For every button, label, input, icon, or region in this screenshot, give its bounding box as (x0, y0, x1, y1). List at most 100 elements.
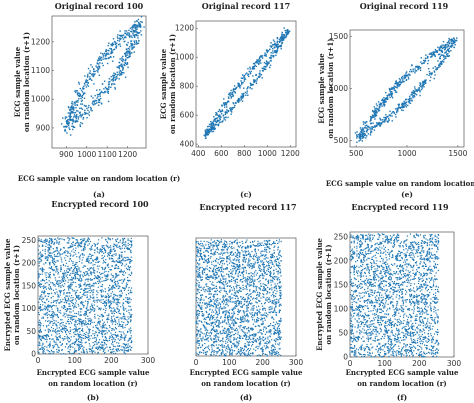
data-point (110, 288, 112, 290)
data-point (42, 298, 44, 300)
data-point (201, 242, 203, 245)
data-point (110, 86, 112, 88)
data-point (75, 91, 77, 94)
data-point (107, 52, 109, 54)
y-axis-label: ECG sample value (317, 53, 326, 124)
data-point (68, 242, 70, 244)
data-point (407, 98, 410, 101)
data-point (80, 271, 82, 273)
data-point (122, 302, 124, 304)
data-point (108, 301, 110, 303)
data-point (246, 279, 249, 281)
data-point (104, 333, 106, 335)
data-point (99, 330, 101, 332)
data-point (127, 321, 129, 323)
data-point (91, 285, 93, 287)
data-point (103, 269, 106, 271)
data-point (63, 251, 66, 253)
data-point (84, 313, 87, 315)
data-point (221, 109, 223, 111)
data-point (64, 330, 67, 333)
data-point (84, 84, 86, 86)
data-point (124, 352, 126, 355)
data-point (85, 323, 88, 326)
data-point (216, 347, 218, 349)
data-point (242, 97, 244, 99)
data-point (125, 245, 127, 248)
data-point (87, 332, 89, 335)
data-point (369, 132, 372, 134)
data-point (77, 345, 79, 347)
data-point (240, 77, 243, 79)
data-point (75, 107, 77, 109)
data-point (87, 283, 89, 286)
data-point (41, 291, 43, 293)
data-point (218, 263, 221, 265)
data-point (234, 101, 237, 104)
data-point (77, 246, 79, 248)
data-point (396, 108, 399, 110)
data-point (50, 254, 52, 257)
data-point (105, 52, 108, 55)
data-point (116, 71, 118, 73)
data-point (436, 67, 438, 69)
data-point (65, 322, 67, 325)
data-point (125, 52, 127, 54)
data-point (113, 253, 115, 255)
data-point (106, 87, 108, 90)
data-point (68, 124, 70, 127)
data-point (124, 318, 126, 320)
data-point (220, 249, 223, 251)
data-point (115, 272, 117, 275)
data-point (77, 265, 79, 267)
data-point (371, 117, 373, 119)
data-point (135, 40, 137, 42)
data-point (40, 239, 42, 241)
data-point (47, 244, 49, 246)
data-point (51, 259, 54, 261)
data-point (277, 247, 279, 249)
panel-label: (e) (401, 190, 413, 199)
data-point (250, 256, 252, 258)
data-point (123, 64, 125, 66)
data-point (120, 38, 122, 40)
data-point (120, 336, 122, 338)
data-point (77, 116, 80, 118)
data-point (230, 91, 232, 94)
data-point (129, 36, 131, 38)
data-point (109, 254, 111, 257)
data-point (101, 336, 104, 338)
data-point (270, 54, 272, 57)
data-point (123, 244, 125, 246)
data-point (101, 289, 103, 291)
data-point (101, 267, 104, 269)
data-point (109, 301, 111, 303)
data-point (59, 291, 61, 293)
data-point (130, 335, 132, 337)
data-point (96, 66, 98, 69)
data-point (120, 306, 122, 308)
data-point (132, 46, 135, 48)
data-point (269, 57, 271, 59)
data-point (96, 277, 99, 280)
data-point (71, 317, 73, 319)
data-point (254, 61, 257, 64)
data-point (117, 300, 119, 302)
data-point (73, 315, 75, 317)
data-point (108, 339, 111, 341)
data-point (360, 138, 362, 140)
data-point (122, 66, 124, 69)
data-point (124, 349, 126, 351)
data-point (239, 87, 241, 89)
data-point (105, 304, 107, 306)
data-point (285, 31, 287, 34)
data-point (57, 255, 59, 258)
data-point (117, 345, 119, 347)
data-point (117, 311, 120, 313)
data-point (103, 271, 106, 273)
data-point (126, 34, 129, 36)
data-point (120, 333, 122, 336)
data-point (101, 330, 103, 333)
data-point (79, 319, 81, 321)
data-point (210, 293, 212, 295)
